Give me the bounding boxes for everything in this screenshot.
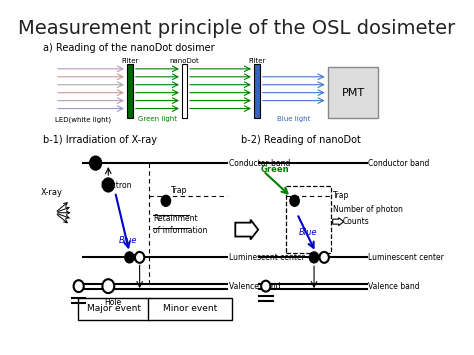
Text: Filter: Filter (248, 58, 265, 64)
Text: Measurement principle of the OSL dosimeter: Measurement principle of the OSL dosimet… (18, 19, 456, 38)
Circle shape (135, 252, 144, 263)
Circle shape (161, 195, 171, 206)
Text: Luminescent center: Luminescent center (368, 253, 444, 262)
Circle shape (261, 281, 271, 291)
Text: Blue: Blue (299, 228, 317, 237)
Circle shape (102, 178, 114, 192)
Text: X-ray: X-ray (41, 189, 63, 197)
Text: of information: of information (153, 226, 208, 235)
Text: Filter: Filter (121, 58, 138, 64)
FancyBboxPatch shape (328, 67, 378, 119)
Text: Conductor band: Conductor band (228, 159, 290, 168)
FancyBboxPatch shape (78, 298, 150, 320)
Text: a) Reading of the nanoDot dosimer: a) Reading of the nanoDot dosimer (43, 43, 215, 53)
FancyBboxPatch shape (127, 64, 133, 119)
Text: Retainment: Retainment (153, 214, 198, 223)
Circle shape (310, 252, 319, 263)
FancyArrow shape (333, 218, 344, 226)
Text: Trap: Trap (333, 191, 349, 200)
Circle shape (290, 195, 299, 206)
Circle shape (73, 280, 84, 292)
Text: Valence band: Valence band (368, 282, 420, 291)
Text: Counts: Counts (343, 217, 370, 226)
FancyBboxPatch shape (148, 298, 232, 320)
Text: Blue light: Blue light (277, 116, 310, 122)
Circle shape (319, 252, 329, 263)
Text: PMT: PMT (341, 88, 365, 98)
Text: nanoDot: nanoDot (170, 58, 200, 64)
Text: Trap: Trap (171, 186, 187, 195)
Circle shape (102, 279, 114, 293)
Text: b-2) Reading of nanoDot: b-2) Reading of nanoDot (241, 135, 361, 145)
Text: Green: Green (261, 165, 289, 174)
Circle shape (90, 156, 101, 170)
Text: Electron: Electron (100, 181, 131, 190)
Text: Minor event: Minor event (163, 305, 217, 313)
FancyBboxPatch shape (182, 64, 187, 119)
Text: Major event: Major event (87, 305, 141, 313)
Text: Number of photon: Number of photon (333, 205, 402, 214)
FancyBboxPatch shape (254, 64, 260, 119)
Circle shape (125, 252, 134, 263)
Text: LED(white light): LED(white light) (55, 116, 111, 123)
Text: Luminescent center: Luminescent center (228, 253, 304, 262)
Text: Green light: Green light (138, 116, 177, 122)
Text: Conductor band: Conductor band (368, 159, 429, 168)
Text: Hole: Hole (104, 298, 121, 307)
FancyArrow shape (235, 220, 258, 240)
Text: Valence band: Valence band (228, 282, 280, 291)
Text: Blue: Blue (118, 235, 137, 245)
Text: b-1) Irradiation of X-ray: b-1) Irradiation of X-ray (43, 135, 157, 145)
